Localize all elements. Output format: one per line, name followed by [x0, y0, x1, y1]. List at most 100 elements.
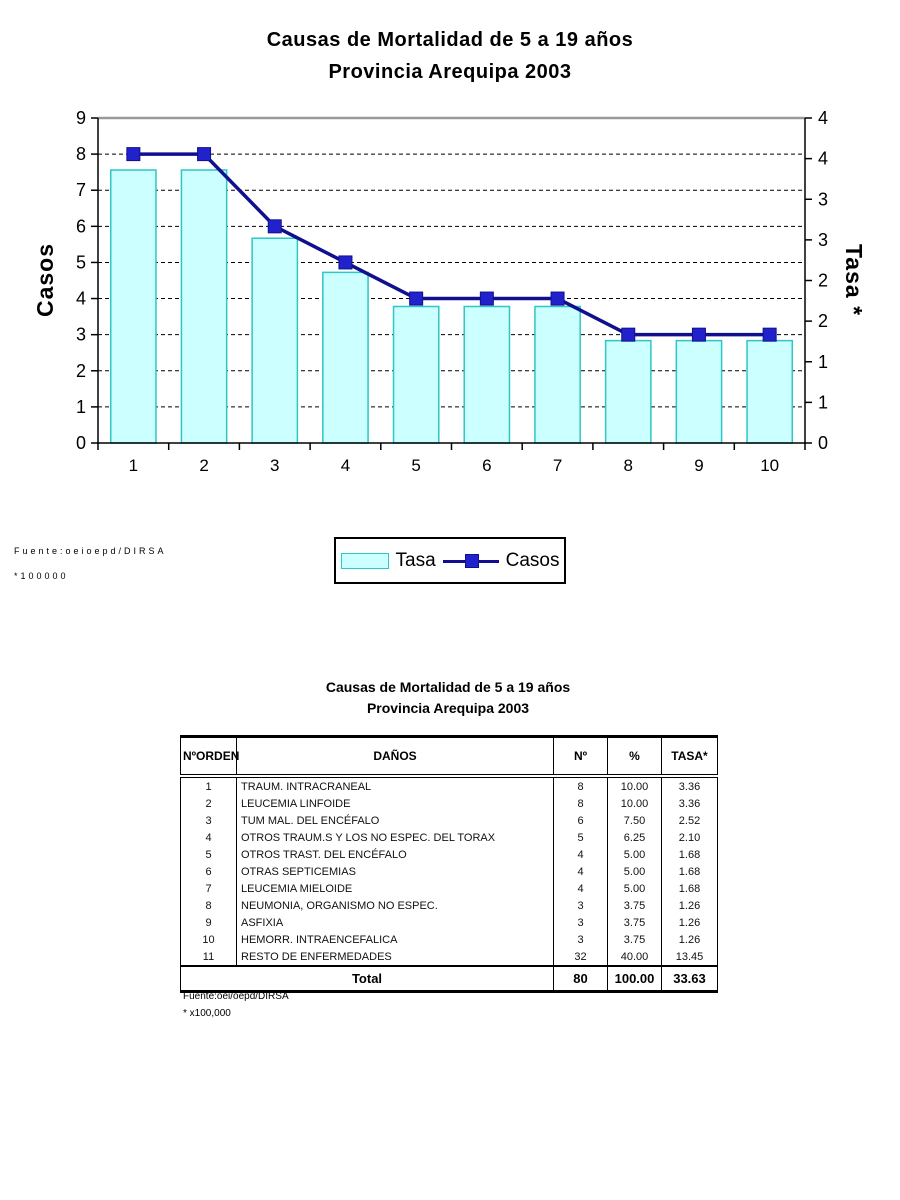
table-row: 4 OTROS TRAUM.S Y LOS NO ESPEC. DEL TORAX… — [181, 829, 718, 846]
col-header-pct: % — [607, 736, 662, 778]
right-axis-tick-label: 3 — [818, 230, 828, 250]
right-axis-title: Tasa * — [841, 243, 867, 317]
x-axis-tick-label: 5 — [411, 456, 420, 475]
n-cell: 3 — [553, 897, 608, 914]
order-cell: 11 — [202, 950, 215, 963]
n-cell: 32 — [553, 948, 608, 966]
x-axis-tick-label: 6 — [482, 456, 491, 475]
tasa-bar — [463, 305, 511, 444]
danios-cell: TRAUM. INTRACRANEAL — [236, 776, 554, 795]
casos-line-marker — [464, 553, 479, 568]
tasa-cell: 1.26 — [661, 897, 718, 914]
chart-rate-note: *100000 — [14, 571, 69, 581]
tasa-bar — [746, 339, 794, 444]
pct-cell: 10.00 — [607, 795, 662, 812]
table-title-line1: Causas de Mortalidad de 5 a 19 años — [325, 679, 571, 695]
left-axis-title: Casos — [32, 242, 58, 318]
tasa-cell: 1.26 — [661, 931, 718, 948]
n-cell: 8 — [553, 795, 608, 812]
total-pct-cell: 100.00 — [607, 965, 662, 992]
x-axis-tick-label: 4 — [341, 456, 350, 475]
casos-line — [133, 152, 770, 337]
danios-cell: NEUMONIA, ORGANISMO NO ESPEC. — [236, 897, 554, 914]
order-cell: 9 — [205, 916, 212, 929]
col-header-danios: DAÑOS — [236, 736, 554, 778]
table-title-line2: Provincia Arequipa 2003 — [366, 700, 530, 716]
order-cell: 8 — [205, 899, 212, 912]
x-axis-tick-label: 8 — [624, 456, 633, 475]
casos-marker — [338, 255, 353, 270]
casos-marker — [126, 147, 141, 162]
order-cell: 1 — [205, 780, 212, 793]
tasa-bar — [604, 339, 652, 444]
tasa-bar — [109, 169, 157, 444]
pct-cell: 3.75 — [607, 914, 662, 931]
left-axis-tick-label: 0 — [76, 433, 86, 453]
chart-legend: Tasa Casos — [334, 537, 566, 584]
right-axis-tick-label: 3 — [818, 189, 828, 209]
right-axis-tick-label: 4 — [818, 108, 828, 128]
tasa-cell: 1.68 — [661, 880, 718, 897]
tasa-bar-swatch-icon — [340, 552, 389, 569]
pct-cell: 5.00 — [607, 880, 662, 897]
danios-cell: ASFIXIA — [236, 914, 554, 931]
danios-cell: OTROS TRAUM.S Y LOS NO ESPEC. DEL TORAX — [236, 829, 554, 846]
right-axis-tick-label: 2 — [818, 311, 828, 331]
table-total-row: Total 80 100.00 33.63 — [180, 965, 718, 992]
order-cell: 2 — [205, 797, 212, 810]
right-axis-tick-label: 2 — [818, 271, 828, 291]
order-cell: 3 — [205, 814, 212, 827]
tasa-cell: 1.68 — [661, 846, 718, 863]
x-axis-tick-label: 10 — [760, 456, 779, 475]
table-row: 5 OTROS TRAST. DEL ENCÉFALO 4 5.00 1.68 — [181, 846, 718, 863]
total-n-cell: 80 — [553, 965, 608, 992]
right-axis-tick-label: 0 — [818, 433, 828, 453]
chart-title-line2: Provincia Arequipa 2003 — [328, 61, 572, 83]
pct-cell: 5.00 — [607, 846, 662, 863]
left-axis-tick-label: 9 — [76, 108, 86, 128]
casos-marker — [267, 219, 282, 234]
order-cell: 5 — [205, 848, 212, 861]
casos-marker — [197, 147, 212, 162]
pct-cell: 3.75 — [607, 897, 662, 914]
legend-label-tasa: Tasa — [395, 549, 436, 571]
order-cell: 7 — [205, 882, 212, 895]
left-axis-tick-label: 4 — [76, 289, 86, 309]
danios-cell: OTROS TRAST. DEL ENCÉFALO — [236, 846, 554, 863]
pct-cell: 7.50 — [607, 812, 662, 829]
table-row: 2 LEUCEMIA LINFOIDE 8 10.00 3.36 — [181, 795, 718, 812]
total-tasa-cell: 33.63 — [661, 965, 718, 992]
left-axis-tick-label: 1 — [76, 397, 86, 417]
table-rate-note: * x100,000 — [183, 1008, 231, 1019]
tasa-cell: 3.36 — [661, 795, 718, 812]
chart-source-note: Fuente:oeioepd/DIRSA — [14, 546, 167, 556]
table-row: 9 ASFIXIA 3 3.75 1.26 — [181, 914, 718, 931]
table-row: 7 LEUCEMIA MIELOIDE 4 5.00 1.68 — [181, 880, 718, 897]
right-axis-tick-label: 1 — [818, 352, 828, 372]
right-axis-tick-label: 4 — [818, 149, 828, 169]
tasa-cell: 1.68 — [661, 863, 718, 880]
tasa-bar — [322, 271, 369, 444]
order-cell: 6 — [205, 865, 212, 878]
left-axis-tick-label: 6 — [76, 216, 86, 236]
tasa-cell: 13.45 — [661, 948, 718, 966]
n-cell: 8 — [553, 776, 608, 795]
tasa-bar — [534, 305, 581, 444]
order-cell: 4 — [205, 831, 212, 844]
table-row: 10 HEMORR. INTRAENCEFALICA 3 3.75 1.26 — [181, 931, 718, 948]
x-axis-tick-label: 7 — [553, 456, 562, 475]
left-axis-tick-label: 7 — [76, 180, 86, 200]
table-source-note: Fuente:oei/oepd/DIRSA — [183, 991, 289, 1002]
x-axis-tick-label: 9 — [694, 456, 703, 475]
table-row: 6 OTRAS SEPTICEMIAS 4 5.00 1.68 — [181, 863, 718, 880]
mortality-causes-table: NºORDEN DAÑOS Nº % TASA* 1 TRAUM. INTRACR… — [180, 735, 718, 993]
col-header-tasa: TASA* — [661, 736, 718, 778]
n-cell: 6 — [553, 812, 608, 829]
table-row: 11 RESTO DE ENFERMEDADES 32 40.00 13.45 — [181, 948, 718, 966]
table-row: 1 TRAUM. INTRACRANEAL 8 10.00 3.36 — [181, 776, 718, 795]
x-axis-tick-label: 3 — [270, 456, 279, 475]
pct-cell: 3.75 — [607, 931, 662, 948]
n-cell: 5 — [553, 829, 608, 846]
tasa-cell: 2.10 — [661, 829, 718, 846]
casos-line-swatch-icon — [442, 553, 499, 568]
